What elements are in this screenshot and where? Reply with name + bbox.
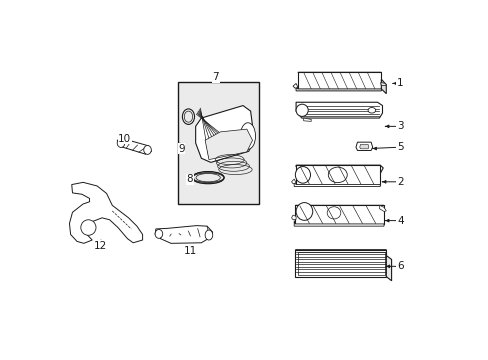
Ellipse shape [117, 139, 124, 148]
Polygon shape [195, 105, 254, 162]
Polygon shape [205, 129, 252, 159]
Polygon shape [291, 179, 296, 184]
Text: 7: 7 [212, 72, 219, 82]
Text: 5: 5 [396, 142, 403, 152]
Ellipse shape [155, 229, 163, 238]
Bar [297, 252, 385, 275]
Polygon shape [297, 72, 381, 79]
Text: 4: 4 [396, 216, 403, 226]
Polygon shape [295, 250, 386, 256]
Polygon shape [295, 205, 383, 224]
Polygon shape [359, 144, 368, 149]
Polygon shape [69, 183, 142, 243]
Polygon shape [355, 142, 372, 150]
Ellipse shape [81, 220, 96, 235]
Ellipse shape [182, 109, 194, 125]
Polygon shape [380, 82, 386, 85]
Polygon shape [295, 250, 386, 276]
Ellipse shape [296, 203, 312, 220]
Text: 3: 3 [396, 121, 403, 131]
Ellipse shape [143, 145, 151, 154]
Ellipse shape [184, 111, 192, 122]
Polygon shape [117, 139, 151, 154]
Ellipse shape [192, 172, 224, 184]
Ellipse shape [295, 167, 310, 183]
Polygon shape [296, 87, 381, 91]
Polygon shape [379, 205, 386, 211]
Polygon shape [296, 165, 380, 185]
Ellipse shape [296, 104, 307, 116]
Text: 11: 11 [183, 246, 196, 256]
Text: 12: 12 [94, 240, 107, 251]
Text: 9: 9 [178, 144, 184, 153]
Ellipse shape [196, 174, 220, 182]
Polygon shape [292, 84, 297, 88]
Polygon shape [297, 72, 381, 89]
Polygon shape [155, 226, 212, 243]
Polygon shape [296, 165, 383, 174]
Polygon shape [381, 79, 386, 94]
Ellipse shape [326, 207, 340, 219]
Text: 8: 8 [186, 174, 193, 184]
Polygon shape [294, 221, 383, 226]
Polygon shape [291, 215, 296, 220]
Bar [178, 82, 259, 204]
Polygon shape [303, 118, 311, 121]
Ellipse shape [240, 123, 255, 149]
Ellipse shape [367, 108, 375, 113]
Ellipse shape [327, 167, 346, 183]
Text: 10: 10 [118, 134, 131, 144]
Text: 1: 1 [396, 78, 403, 89]
Polygon shape [294, 182, 380, 186]
Polygon shape [295, 205, 383, 211]
Ellipse shape [205, 230, 212, 240]
Text: 6: 6 [396, 261, 403, 271]
Polygon shape [296, 102, 382, 118]
Text: 2: 2 [396, 177, 403, 187]
Polygon shape [386, 256, 391, 281]
